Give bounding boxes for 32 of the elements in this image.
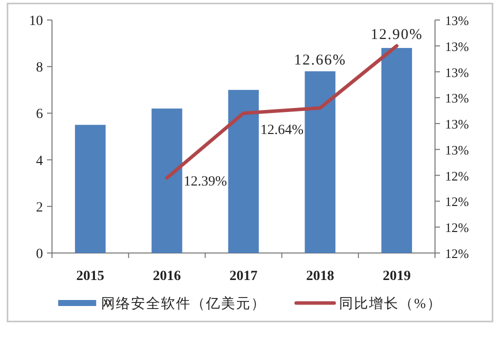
y-tick-label: 0: [36, 247, 43, 262]
y-tick-label: 6: [36, 107, 43, 122]
x-tick-label: 2016: [152, 269, 181, 284]
x-tick-label: 2017: [230, 269, 258, 284]
bar: [381, 48, 412, 253]
data-label: 12.66%: [294, 52, 346, 68]
y-tick-label: 10: [29, 14, 43, 29]
bar: [228, 90, 259, 253]
y-tick-label: 4: [36, 154, 43, 169]
y2-tick-label: 13%: [445, 13, 469, 28]
y2-tick-label: 12%: [445, 194, 469, 210]
x-tick-label: 2015: [76, 269, 104, 284]
y2-tick-label: 13%: [445, 116, 469, 132]
y2-tick-label: 12%: [445, 246, 469, 261]
y2-tick-label: 12%: [445, 168, 469, 184]
data-label: 12.90%: [370, 26, 423, 43]
y2-tick-label: 12%: [445, 220, 469, 236]
x-tick-label: 2018: [306, 269, 334, 284]
y2-tick-label: 13%: [445, 142, 469, 158]
data-label: 12.39%: [184, 174, 228, 190]
legend-label: 同比增长（%）: [339, 296, 442, 312]
bar: [152, 108, 182, 253]
legend-label: 网络安全软件（亿美元）: [101, 296, 266, 312]
data-label: 12.64%: [260, 123, 304, 138]
x-tick-label: 2019: [382, 269, 411, 284]
y-tick-label: 2: [36, 200, 43, 216]
y-tick-label: 8: [36, 60, 43, 76]
bar: [304, 71, 336, 253]
y2-tick-label: 13%: [445, 38, 469, 54]
y2-tick-label: 13%: [445, 64, 469, 80]
bar: [74, 124, 106, 253]
y2-tick-label: 13%: [445, 90, 469, 106]
